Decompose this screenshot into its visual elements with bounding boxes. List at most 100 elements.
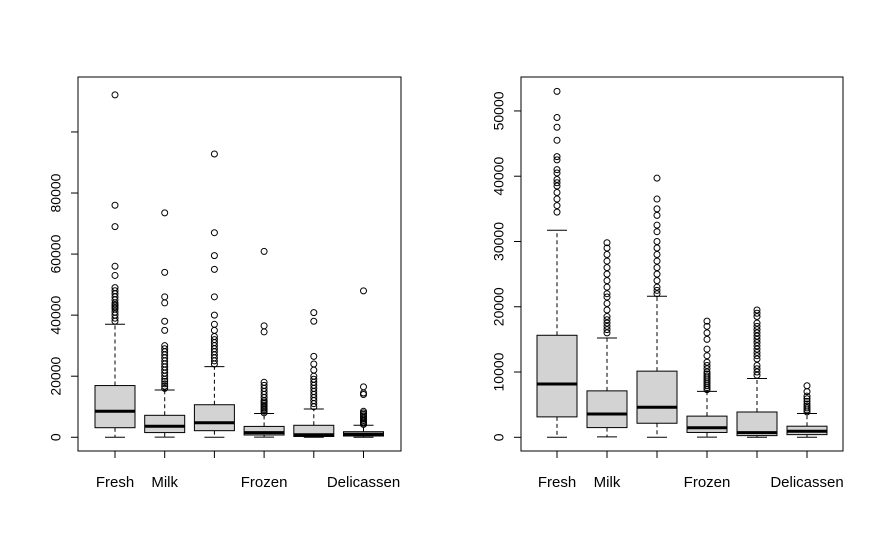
outlier-point bbox=[161, 299, 169, 307]
boxplot-panel-1: 0 20000 40000 60000 80000 Fresh Milk Frozen Deli… bbox=[48, 76, 402, 491]
outlier-point bbox=[703, 365, 711, 373]
outlier-point bbox=[161, 384, 169, 392]
box-detergents-paper bbox=[736, 306, 778, 438]
outlier-point bbox=[653, 205, 661, 213]
outlier-point bbox=[161, 377, 169, 385]
box-iqr bbox=[736, 411, 778, 437]
outlier-point bbox=[553, 156, 561, 164]
box-frozen bbox=[243, 247, 285, 438]
outlier-point bbox=[553, 166, 561, 174]
outlier-point bbox=[111, 287, 119, 295]
outlier-point bbox=[703, 322, 711, 330]
box-iqr bbox=[94, 385, 136, 429]
outlier-point bbox=[603, 257, 611, 265]
x-tick-label: Fresh bbox=[538, 474, 576, 491]
outlier-point bbox=[753, 322, 761, 330]
outlier-point bbox=[803, 400, 811, 408]
outlier-point bbox=[553, 189, 561, 197]
outlier-point bbox=[553, 175, 561, 183]
outlier-point bbox=[603, 244, 611, 252]
outlier-point bbox=[111, 201, 119, 209]
outlier-point bbox=[553, 208, 561, 216]
outlier-point bbox=[753, 365, 761, 373]
y-tick-label: 20000 bbox=[48, 357, 64, 396]
outlier-point bbox=[753, 326, 761, 334]
outlier-point bbox=[703, 345, 711, 353]
x-tick-label: Fresh bbox=[96, 474, 134, 491]
outlier-point bbox=[111, 223, 119, 231]
outlier-point bbox=[310, 317, 318, 325]
box-iqr bbox=[636, 370, 678, 424]
outlier-point bbox=[260, 322, 268, 330]
outlier-point bbox=[161, 345, 169, 353]
box-fresh bbox=[536, 87, 578, 438]
y-tick-label: 50000 bbox=[491, 91, 507, 130]
outlier-point bbox=[653, 221, 661, 229]
outlier-point bbox=[360, 383, 367, 391]
outlier-point bbox=[653, 270, 661, 278]
outlier-point bbox=[310, 309, 318, 317]
outlier-point bbox=[553, 179, 561, 187]
outlier-point bbox=[161, 342, 169, 350]
outlier-point bbox=[603, 277, 611, 285]
outlier-point bbox=[161, 293, 169, 301]
outlier-point bbox=[703, 368, 711, 376]
outlier-point bbox=[653, 237, 661, 245]
box-iqr bbox=[293, 424, 335, 437]
outlier-point bbox=[653, 257, 661, 265]
box-detergents-paper bbox=[293, 309, 335, 438]
box-delicassen bbox=[786, 382, 828, 438]
box-iqr bbox=[686, 415, 728, 433]
box-delicassen bbox=[343, 287, 384, 438]
outlier-point bbox=[653, 290, 661, 298]
outlier-point bbox=[603, 299, 611, 307]
outlier-point bbox=[803, 404, 811, 412]
outlier-point bbox=[753, 361, 761, 369]
outlier-point bbox=[553, 87, 561, 95]
outlier-point bbox=[703, 370, 711, 378]
outlier-point bbox=[703, 361, 711, 369]
x-tick-label: Milk bbox=[594, 474, 621, 491]
outlier-point bbox=[753, 335, 761, 343]
outlier-point bbox=[260, 381, 268, 389]
outlier-point bbox=[653, 174, 661, 182]
outlier-point bbox=[603, 290, 611, 298]
outlier-point bbox=[603, 319, 611, 327]
outlier-point bbox=[210, 150, 218, 158]
outlier-point bbox=[260, 247, 268, 255]
outlier-point bbox=[603, 322, 611, 330]
outlier-point bbox=[603, 239, 611, 247]
outlier-point bbox=[753, 309, 761, 317]
outlier-point bbox=[360, 287, 367, 295]
outlier-point bbox=[753, 368, 761, 376]
outlier-point bbox=[553, 113, 561, 121]
outlier-point bbox=[703, 372, 711, 380]
outlier-point bbox=[553, 182, 561, 190]
outlier-point bbox=[803, 395, 811, 403]
outlier-point bbox=[753, 345, 761, 353]
outlier-point bbox=[161, 380, 169, 388]
outlier-point bbox=[753, 371, 761, 379]
outlier-point bbox=[310, 360, 318, 368]
outlier-point bbox=[803, 397, 811, 405]
outlier-point bbox=[161, 268, 169, 276]
outlier-point bbox=[161, 382, 169, 390]
y-tick-label: 20000 bbox=[491, 287, 507, 326]
outlier-point bbox=[210, 311, 218, 319]
outlier-point bbox=[703, 335, 711, 343]
outlier-point bbox=[803, 402, 811, 410]
outlier-point bbox=[210, 252, 218, 260]
x-tick-label: Delicassen bbox=[327, 474, 400, 491]
outlier-point bbox=[753, 332, 761, 340]
box-iqr bbox=[243, 425, 285, 436]
y-tick-label: 80000 bbox=[48, 173, 64, 212]
y-tick-label: 40000 bbox=[48, 295, 64, 334]
outlier-point bbox=[111, 262, 119, 270]
outlier-point bbox=[553, 136, 561, 144]
box-grocery bbox=[193, 150, 235, 438]
x-tick-label: Milk bbox=[151, 474, 178, 491]
y-tick-label: 0 bbox=[48, 433, 64, 441]
box-fresh bbox=[94, 91, 136, 438]
outlier-point bbox=[553, 169, 561, 177]
